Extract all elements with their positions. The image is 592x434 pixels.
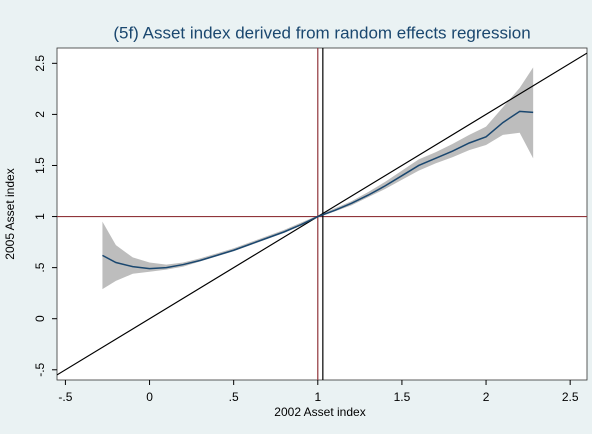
data-line xyxy=(102,110,534,270)
y-tick-label: 2 xyxy=(33,111,47,118)
x-tick-label: 2.5 xyxy=(562,390,579,404)
y-tick-label: -.5 xyxy=(33,362,47,376)
y-tick-label: 0 xyxy=(33,315,47,322)
x-tick-label: 1.5 xyxy=(394,390,411,404)
x-tick-label: .5 xyxy=(229,390,239,404)
y-axis-title: 2005 Asset index xyxy=(3,168,17,259)
x-tick-label: 0 xyxy=(146,390,153,404)
y-tick-label: 1 xyxy=(33,213,47,220)
diagonal-line xyxy=(57,52,587,376)
x-tick-label: 2 xyxy=(483,390,490,404)
x-axis-title: 2002 Asset index xyxy=(274,405,365,419)
plot-layer xyxy=(57,48,587,380)
x-tick-label: 1 xyxy=(314,390,321,404)
y-tick-label: 2.5 xyxy=(33,55,47,72)
x-tick-label: -.5 xyxy=(58,390,72,404)
y-tick-label: 1.5 xyxy=(33,157,47,174)
chart-title: (5f) Asset index derived from random eff… xyxy=(113,23,530,42)
confidence-band xyxy=(102,67,534,290)
y-tick-label: .5 xyxy=(33,262,47,272)
